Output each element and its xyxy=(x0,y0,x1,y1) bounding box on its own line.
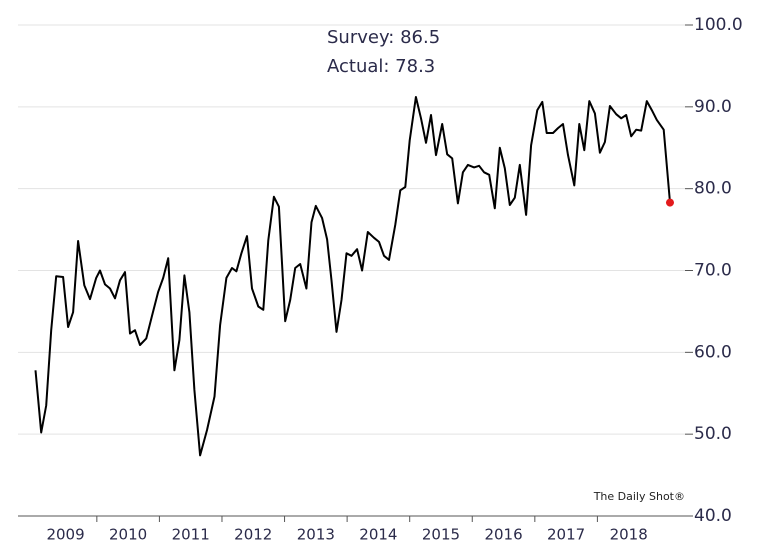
y-tick-label: 100.0 xyxy=(694,15,743,35)
y-tick-label: 70.0 xyxy=(694,261,732,281)
plot: 40.0 50.0 60.0 70.0 80.0 90.0 100.0 2009 2010 201… xyxy=(18,15,743,544)
y-tick-label: 40.0 xyxy=(694,506,732,526)
line-series xyxy=(34,96,671,457)
y-tick-label: 60.0 xyxy=(694,342,732,362)
y-tick-label: 80.0 xyxy=(694,179,732,199)
annotation: Actual: 78.3 xyxy=(327,56,435,77)
x-tick-label: 2018 xyxy=(610,526,648,544)
x-tick-label: 2009 xyxy=(46,526,84,544)
watermark: The Daily Shot® xyxy=(593,490,685,503)
last-point xyxy=(665,198,674,207)
x-tick-label: 2015 xyxy=(422,526,460,544)
annotation: Survey: 86.5 xyxy=(327,27,440,48)
x-tick-label: 2013 xyxy=(297,526,335,544)
x-tick-label: 2010 xyxy=(109,526,147,544)
x-tick-label: 2016 xyxy=(484,526,522,544)
y-tick-label: 50.0 xyxy=(694,424,732,444)
y-tick-label: 90.0 xyxy=(694,97,732,117)
x-tick-label: 2014 xyxy=(359,526,397,544)
x-tick-label: 2011 xyxy=(172,526,210,544)
x-tick-label: 2012 xyxy=(234,526,272,544)
x-tick-label: 2017 xyxy=(547,526,585,544)
